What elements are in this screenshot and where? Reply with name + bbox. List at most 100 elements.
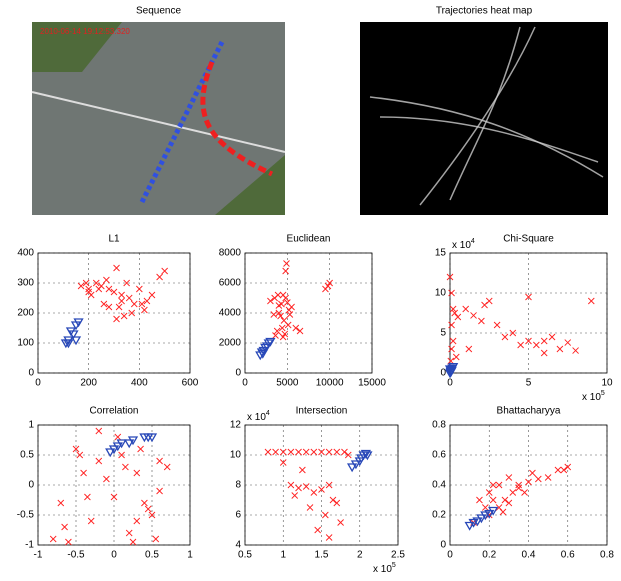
x-tick-label: 15000 — [358, 378, 386, 389]
x-tick-label: 1.5 — [315, 550, 329, 561]
axis-multiplier: x 104 — [452, 238, 475, 251]
point-x — [466, 346, 472, 352]
point-x — [119, 298, 125, 304]
point-x — [455, 314, 461, 320]
y-tick-label: 0 — [440, 540, 446, 551]
point-x — [134, 470, 140, 476]
point-x — [280, 449, 286, 455]
point-x — [516, 485, 522, 491]
point-x — [58, 500, 64, 506]
x-tick-label: -0.5 — [67, 550, 85, 561]
y-tick-label: 2000 — [219, 338, 242, 349]
x-tick-label: 0 — [447, 550, 453, 561]
point-x — [283, 295, 289, 301]
point-x — [322, 512, 328, 518]
point-x — [588, 298, 594, 304]
point-x — [330, 497, 336, 503]
x-tick-label: 10 — [601, 378, 613, 389]
point-x — [115, 434, 121, 440]
y-tick-label: 5 — [440, 328, 446, 339]
chart-title: Bhattacharyya — [497, 406, 561, 417]
y-tick-label: 0 — [28, 480, 34, 491]
point-x — [149, 292, 155, 298]
point-x — [292, 493, 298, 499]
chart-title: Chi-Square — [503, 234, 554, 245]
point-x — [334, 500, 340, 506]
point-x — [565, 340, 571, 346]
chart-title: Euclidean — [287, 234, 331, 245]
point-x — [287, 312, 293, 318]
point-x — [315, 527, 321, 533]
y-tick-label: 400 — [17, 248, 34, 259]
multiplier-exponent: 5 — [392, 562, 396, 569]
point-x — [490, 497, 496, 503]
point-x — [545, 475, 551, 481]
point-x — [103, 476, 109, 482]
x-tick-label: 2 — [357, 550, 363, 561]
point-x — [278, 301, 284, 307]
point-x — [326, 449, 332, 455]
y-tick-label: 10 — [230, 450, 242, 461]
point-x — [157, 458, 163, 464]
point-x — [450, 338, 456, 344]
y-tick-label: 8000 — [219, 248, 242, 259]
point-x — [453, 354, 459, 360]
point-x — [88, 518, 94, 524]
point-x — [50, 536, 56, 542]
point-x — [164, 464, 170, 470]
y-tick-label: 0 — [235, 368, 241, 379]
point-x — [84, 494, 90, 500]
point-x — [62, 524, 68, 530]
point-x — [141, 500, 147, 506]
point-x — [288, 449, 294, 455]
point-x — [486, 298, 492, 304]
y-tick-label: 300 — [17, 278, 34, 289]
point-x — [296, 485, 302, 491]
point-x — [478, 318, 484, 324]
point-x — [141, 307, 147, 313]
point-x — [77, 452, 83, 458]
x-tick-label: 400 — [131, 378, 148, 389]
multiplier-base: x 10 — [582, 392, 601, 403]
point-x — [510, 490, 516, 496]
chart-title: Trajectories heat map — [436, 6, 533, 17]
y-tick-label: 0 — [440, 368, 446, 379]
point-x — [338, 520, 344, 526]
chart-title: Intersection — [296, 406, 348, 417]
y-tick-label: -0.5 — [17, 510, 35, 521]
y-tick-label: 12 — [230, 420, 242, 431]
point-x — [285, 322, 291, 328]
point-x — [267, 298, 273, 304]
point-x — [535, 476, 541, 482]
y-tick-label: 4 — [235, 540, 241, 551]
point-x — [541, 338, 547, 344]
point-x — [265, 449, 271, 455]
multiplier-exponent: 5 — [601, 390, 605, 397]
multiplier-exponent: 4 — [471, 238, 475, 245]
point-x — [449, 290, 455, 296]
timestamp: 2010-06-14 19:12:53.320 — [40, 27, 130, 36]
point-x — [86, 286, 92, 292]
y-tick-label: 200 — [17, 308, 34, 319]
multiplier-exponent: 4 — [266, 410, 270, 417]
y-tick-label: 10 — [435, 288, 447, 299]
y-tick-label: 100 — [17, 338, 34, 349]
y-tick-label: 0.2 — [432, 510, 446, 521]
point-x — [463, 306, 469, 312]
point-x — [502, 334, 508, 340]
x-tick-label: 0 — [35, 378, 41, 389]
x-tick-label: 1 — [280, 550, 286, 561]
point-x — [283, 261, 289, 267]
point-x — [138, 446, 144, 452]
point-x — [157, 274, 163, 280]
y-tick-label: 0.6 — [432, 450, 446, 461]
point-x — [134, 518, 140, 524]
x-tick-label: 5000 — [276, 378, 299, 389]
point-x — [502, 497, 508, 503]
x-tick-label: 10000 — [316, 378, 344, 389]
point-x — [126, 530, 132, 536]
y-tick-label: 6000 — [219, 278, 242, 289]
chart-title: Correlation — [90, 406, 139, 417]
point-x — [561, 467, 567, 473]
point-x — [114, 316, 120, 322]
